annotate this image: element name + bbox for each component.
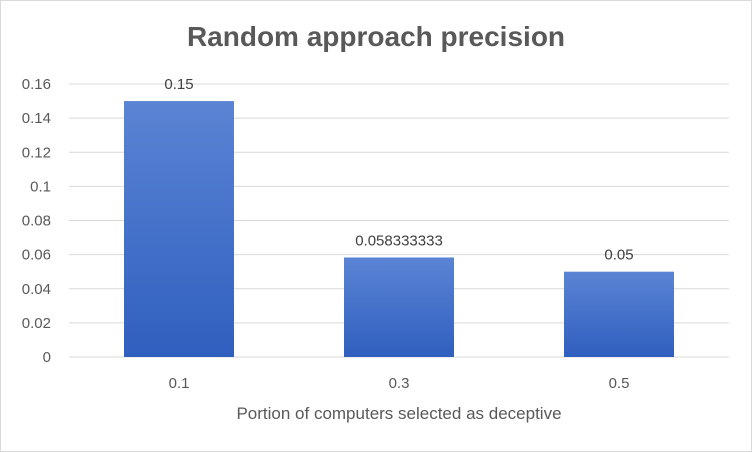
x-tick-label: 0.3 bbox=[389, 375, 410, 392]
data-label-0.5: 0.05 bbox=[604, 247, 633, 264]
data-label-0.3: 0.058333333 bbox=[355, 232, 443, 249]
y-tick-label: 0 bbox=[43, 349, 51, 366]
data-label-0.1: 0.15 bbox=[164, 76, 193, 93]
data-labels: 0.15 0.058333333 0.05 bbox=[164, 76, 633, 264]
bar-0.1 bbox=[124, 101, 234, 357]
y-tick-label: 0.04 bbox=[22, 281, 51, 298]
y-tick-label: 0.06 bbox=[22, 247, 51, 264]
y-tick-label: 0.02 bbox=[22, 315, 51, 332]
x-tick-label: 0.5 bbox=[609, 375, 630, 392]
y-tick-label: 0.12 bbox=[22, 144, 51, 161]
x-tick-label: 0.1 bbox=[169, 375, 190, 392]
x-axis-ticks: 0.1 0.3 0.5 bbox=[169, 375, 630, 392]
y-tick-label: 0.1 bbox=[30, 178, 51, 195]
y-tick-label: 0.16 bbox=[22, 76, 51, 93]
y-tick-label: 0.08 bbox=[22, 213, 51, 230]
y-tick-label: 0.14 bbox=[22, 110, 51, 127]
y-axis-ticks: 0 0.02 0.04 0.06 0.08 0.1 0.12 0.14 0.16 bbox=[22, 76, 51, 366]
bar-0.5 bbox=[564, 271, 674, 357]
chart-title: Random approach precision bbox=[186, 21, 566, 52]
bars bbox=[124, 101, 674, 357]
x-axis-title: Portion of computers selected as decepti… bbox=[236, 404, 561, 423]
bar-0.3 bbox=[344, 257, 454, 357]
